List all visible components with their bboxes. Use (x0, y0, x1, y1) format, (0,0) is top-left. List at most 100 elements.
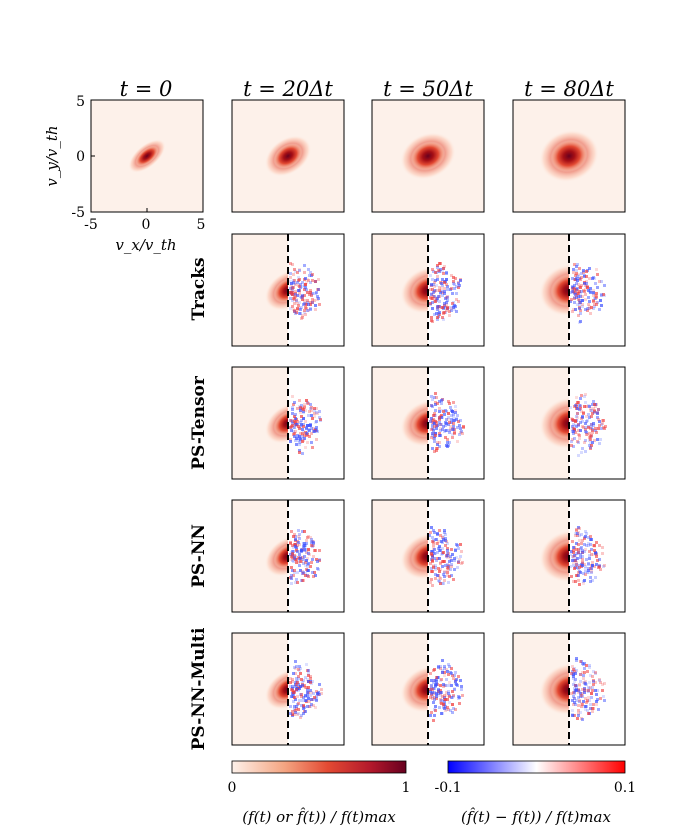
panel-frame (231, 99, 345, 213)
difference-pixel (588, 664, 591, 667)
difference-pixel (591, 675, 594, 678)
difference-pixel (456, 414, 459, 417)
difference-pixel (434, 705, 437, 708)
difference-pixel (572, 673, 575, 676)
difference-pixel (459, 543, 462, 546)
difference-pixel (308, 429, 311, 432)
difference-pixel (575, 289, 578, 292)
difference-pixel (569, 291, 572, 294)
difference-pixel (588, 300, 591, 303)
difference-pixel (586, 670, 589, 673)
difference-pixel (594, 551, 597, 554)
difference-pixel (457, 560, 460, 563)
difference-pixel (438, 421, 441, 424)
difference-pixel (572, 703, 575, 706)
difference-pixel (302, 430, 305, 433)
difference-pixel (301, 316, 304, 319)
colorbar-difference-min: -0.1 (435, 780, 462, 796)
difference-pixel (447, 564, 450, 567)
difference-pixel (445, 554, 448, 557)
difference-pixel (578, 690, 581, 693)
difference-pixel (450, 307, 453, 310)
difference-pixel (573, 284, 576, 287)
difference-pixel (572, 564, 575, 567)
row-label-ps-tensor: PS-Tensor (189, 375, 209, 470)
difference-pixel (577, 714, 580, 717)
difference-pixel (454, 411, 457, 414)
difference-pixel (289, 712, 292, 715)
difference-half (428, 234, 484, 346)
difference-pixel (299, 421, 302, 424)
difference-pixel (434, 420, 437, 423)
difference-pixel (451, 553, 454, 556)
difference-pixel (579, 673, 582, 676)
difference-pixel (457, 300, 460, 303)
difference-pixel (461, 432, 464, 435)
difference-pixel (581, 299, 584, 302)
difference-pixel (433, 548, 436, 551)
difference-pixel (438, 269, 441, 272)
difference-pixel (440, 402, 443, 405)
difference-pixel (292, 286, 295, 289)
difference-pixel (588, 557, 591, 560)
difference-pixel (289, 272, 292, 275)
difference-pixel (588, 550, 591, 553)
difference-pixel (593, 410, 596, 413)
difference-pixel (289, 419, 292, 422)
difference-pixel (309, 681, 312, 684)
difference-pixel (594, 405, 597, 408)
difference-pixel (572, 423, 575, 426)
colorbar-magnitude (231, 760, 407, 774)
difference-pixel (300, 549, 303, 552)
difference-pixel (434, 685, 437, 688)
difference-pixel (440, 414, 443, 417)
difference-pixel (441, 565, 444, 568)
difference-pixel (441, 428, 444, 431)
difference-pixel (293, 268, 296, 271)
difference-pixel (454, 549, 457, 552)
difference-pixel (296, 571, 299, 574)
difference-pixel (301, 530, 304, 533)
difference-pixel (301, 684, 304, 687)
difference-pixel (593, 303, 596, 306)
difference-pixel (437, 312, 440, 315)
difference-pixel (308, 435, 311, 438)
difference-pixel (290, 282, 293, 285)
difference-pixel (455, 678, 458, 681)
difference-pixel (456, 440, 459, 443)
difference-pixel (432, 283, 435, 286)
difference-pixel (596, 273, 599, 276)
difference-pixel (309, 424, 312, 427)
difference-pixel (298, 443, 301, 446)
difference-pixel (294, 312, 297, 315)
difference-pixel (431, 559, 434, 562)
difference-pixel (429, 420, 432, 423)
difference-pixel (318, 683, 321, 686)
difference-pixel (450, 672, 453, 675)
difference-pixel (580, 417, 583, 420)
difference-pixel (432, 295, 435, 298)
difference-pixel (301, 440, 304, 443)
difference-pixel (572, 695, 575, 698)
difference-pixel (579, 711, 582, 714)
difference-pixel (576, 532, 579, 535)
difference-pixel (575, 294, 578, 297)
difference-pixel (592, 424, 595, 427)
difference-pixel (447, 581, 450, 584)
difference-pixel (293, 310, 296, 313)
difference-pixel (591, 686, 594, 689)
difference-pixel (308, 705, 311, 708)
difference-pixel (309, 403, 312, 406)
difference-pixel (579, 660, 582, 663)
difference-pixel (438, 270, 441, 273)
difference-pixel (579, 571, 582, 574)
difference-pixel (593, 403, 596, 406)
difference-pixel (583, 550, 586, 553)
difference-pixel (311, 446, 314, 449)
difference-pixel (452, 282, 455, 285)
difference-pixel (291, 289, 294, 292)
difference-pixel (429, 690, 432, 693)
difference-pixel (433, 691, 436, 694)
difference-pixel (444, 544, 447, 547)
difference-pixel (429, 531, 432, 534)
